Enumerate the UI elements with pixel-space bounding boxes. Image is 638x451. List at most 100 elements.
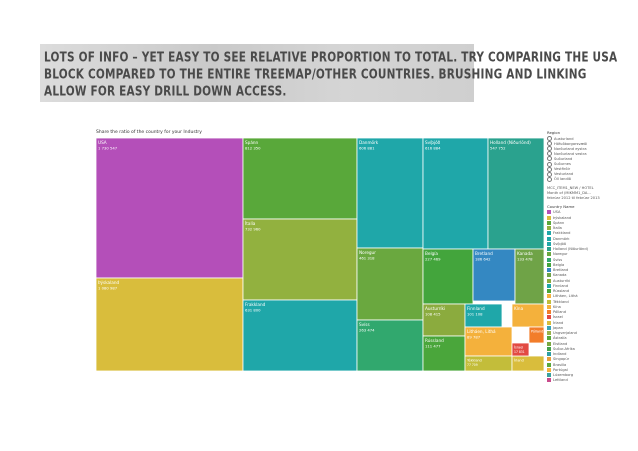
country-legend-item[interactable]: Lettland bbox=[547, 378, 627, 383]
region-option-label: Austurland bbox=[554, 136, 574, 141]
treemap-tile-rect[interactable] bbox=[356, 138, 424, 249]
country-legend-item[interactable]: Holland (Niðurlönd) bbox=[547, 247, 627, 252]
country-legend-item[interactable]: Austurríki bbox=[547, 278, 627, 283]
treemap-tile-rect[interactable] bbox=[422, 335, 466, 371]
chart-title: Share the ratio of the country for your … bbox=[96, 130, 202, 135]
country-legend-item[interactable]: Ísrael bbox=[547, 315, 627, 320]
region-option[interactable]: Vestfirðir bbox=[547, 166, 627, 172]
treemap-tile-rect[interactable] bbox=[511, 342, 530, 357]
region-option[interactable]: Höfuðborgarsvæði bbox=[547, 141, 627, 147]
country-legend-item[interactable]: Svíss bbox=[547, 257, 627, 262]
radio-icon[interactable] bbox=[547, 136, 552, 142]
treemap-tile-rect[interactable] bbox=[511, 303, 544, 328]
country-legend-item[interactable]: Svíþjóð bbox=[547, 241, 627, 246]
country-legend-item[interactable]: Japan bbox=[547, 325, 627, 330]
treemap-tile-rect[interactable] bbox=[96, 277, 244, 371]
radio-icon[interactable] bbox=[547, 151, 552, 157]
country-legend-item[interactable]: Bretland bbox=[547, 268, 627, 273]
country-legend-item[interactable]: Singapúr bbox=[547, 357, 627, 362]
country-legend-item[interactable]: Kína bbox=[547, 304, 627, 309]
treemap-tile-rect[interactable] bbox=[96, 138, 244, 279]
tile-value-label: 812 350 bbox=[245, 145, 261, 150]
country-legend-item[interactable]: Lúxemborg bbox=[547, 373, 627, 378]
treemap-tile-rect[interactable] bbox=[422, 138, 489, 250]
country-legend-item[interactable]: Pólland bbox=[547, 310, 627, 315]
country-legend-item[interactable]: Finnland bbox=[547, 283, 627, 288]
radio-icon[interactable] bbox=[547, 166, 552, 172]
region-option[interactable]: Norðurland eystra bbox=[547, 146, 627, 152]
treemap-tile-rect[interactable] bbox=[528, 326, 544, 344]
country-legend-item[interactable]: Belgía bbox=[547, 262, 627, 267]
treemap-tile-rect[interactable] bbox=[242, 299, 358, 371]
treemap-tile-rect[interactable] bbox=[356, 247, 424, 321]
region-option[interactable]: Suðurnes bbox=[547, 161, 627, 167]
treemap-tile-rect[interactable] bbox=[356, 319, 424, 371]
treemap-tile-rect[interactable] bbox=[472, 248, 516, 302]
country-legend-item[interactable]: Noregur bbox=[547, 252, 627, 257]
region-option[interactable]: Norðurland vestra bbox=[547, 151, 627, 157]
country-legend-item[interactable]: Suður-Afríka bbox=[547, 346, 627, 351]
treemap-tile-rect[interactable] bbox=[487, 138, 544, 250]
country-legend-item[interactable]: Ástralía bbox=[547, 336, 627, 341]
radio-icon[interactable] bbox=[547, 141, 552, 147]
country-legend-item[interactable]: Írland bbox=[547, 320, 627, 325]
tile-value-label: 732 960 bbox=[245, 226, 261, 231]
radio-icon[interactable] bbox=[547, 171, 552, 177]
country-legend-item[interactable]: Brasilía bbox=[547, 362, 627, 367]
treemap-tile[interactable]: Kína bbox=[511, 303, 544, 328]
country-legend-item[interactable]: Indland bbox=[547, 352, 627, 357]
country-legend-item[interactable]: Tékkland bbox=[547, 299, 627, 304]
treemap-tile[interactable]: Írland bbox=[511, 355, 544, 371]
country-legend-item[interactable]: Ungverjaland bbox=[547, 331, 627, 336]
treemap-tile-rect[interactable] bbox=[422, 303, 466, 337]
country-legend-item[interactable]: USA bbox=[547, 210, 627, 215]
tile-value-label: 1 730 547 bbox=[98, 145, 118, 150]
country-legend-item[interactable]: Eistland bbox=[547, 341, 627, 346]
treemap-tile-rect[interactable] bbox=[422, 248, 474, 305]
caption-line-2: block compared to the entire treemap/oth… bbox=[44, 67, 587, 82]
region-option[interactable]: Austurland bbox=[547, 136, 627, 142]
treemap-tile-rect[interactable] bbox=[464, 326, 513, 357]
treemap-tile[interactable]: Pólland bbox=[528, 326, 544, 344]
country-legend-item[interactable]: Rússland bbox=[547, 289, 627, 294]
region-option[interactable]: Suðurland bbox=[547, 156, 627, 162]
country-legend-item[interactable]: Kanada bbox=[547, 273, 627, 278]
treemap-tile-rect[interactable] bbox=[242, 218, 358, 301]
country-legend-item[interactable]: Frakkland bbox=[547, 231, 627, 236]
country-legend-label: Ungverjaland bbox=[553, 331, 577, 336]
radio-icon[interactable] bbox=[547, 176, 552, 182]
treemap-tile-rect[interactable] bbox=[514, 248, 544, 305]
radio-icon[interactable] bbox=[547, 146, 552, 152]
country-legend-item[interactable]: Portúgal bbox=[547, 367, 627, 372]
country-legend-item[interactable]: Litháen, Lithá bbox=[547, 294, 627, 299]
country-legend-item[interactable]: Danmörk bbox=[547, 236, 627, 241]
country-legend-item[interactable]: Spánn bbox=[547, 220, 627, 225]
country-legend-label: Litháen, Lithá bbox=[553, 294, 578, 299]
country-legend-item[interactable]: Þýskaland bbox=[547, 215, 627, 220]
country-legend-item[interactable]: Ítalía bbox=[547, 226, 627, 231]
treemap-tile[interactable]: Holland (Niðurlönd)547 752 bbox=[487, 138, 544, 250]
radio-icon[interactable] bbox=[547, 156, 552, 162]
region-option[interactable]: Vesturland bbox=[547, 171, 627, 177]
radio-icon[interactable] bbox=[547, 161, 552, 167]
region-option[interactable]: Öll landið bbox=[547, 176, 627, 182]
